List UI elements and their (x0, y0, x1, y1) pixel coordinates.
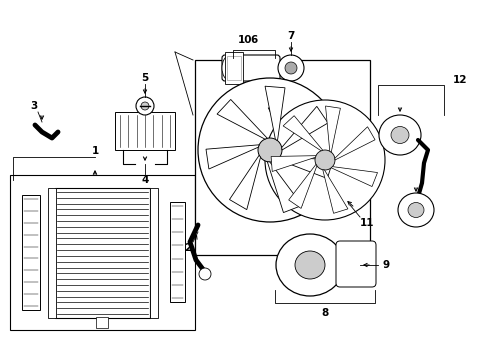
Bar (10, 175, 195, 330)
Bar (48, 188, 56, 318)
Bar (96, 317, 108, 328)
Circle shape (278, 55, 304, 81)
Ellipse shape (391, 126, 409, 144)
Circle shape (285, 62, 297, 74)
Ellipse shape (398, 193, 434, 227)
Polygon shape (289, 164, 317, 208)
Text: 11: 11 (360, 218, 374, 228)
Bar (225, 52, 243, 84)
Polygon shape (335, 127, 375, 160)
FancyBboxPatch shape (336, 241, 376, 287)
Ellipse shape (408, 202, 424, 217)
Ellipse shape (379, 115, 421, 155)
Circle shape (199, 268, 211, 280)
Circle shape (258, 138, 282, 162)
Bar (55, 188, 150, 318)
Polygon shape (268, 162, 302, 212)
Polygon shape (325, 106, 341, 152)
Polygon shape (277, 158, 333, 179)
Circle shape (265, 100, 385, 220)
Text: 5: 5 (142, 73, 148, 83)
Circle shape (198, 78, 342, 222)
Bar (22, 195, 40, 310)
Ellipse shape (276, 234, 344, 296)
Bar (115, 112, 175, 150)
Text: 10: 10 (238, 35, 252, 45)
Bar (195, 60, 370, 255)
Text: 3: 3 (30, 101, 38, 111)
Text: 4: 4 (141, 175, 148, 185)
Text: 6: 6 (250, 35, 258, 45)
Circle shape (315, 150, 335, 170)
Text: 8: 8 (321, 308, 329, 318)
Polygon shape (206, 145, 259, 169)
Ellipse shape (222, 56, 236, 80)
Text: 9: 9 (382, 260, 390, 270)
Bar (170, 202, 185, 302)
Circle shape (136, 97, 154, 115)
Bar (150, 188, 158, 318)
Text: 12: 12 (453, 75, 467, 85)
Polygon shape (265, 86, 285, 141)
Polygon shape (217, 99, 268, 139)
Polygon shape (283, 116, 323, 151)
Text: 2: 2 (184, 243, 192, 253)
Text: 7: 7 (287, 31, 294, 41)
Ellipse shape (295, 251, 325, 279)
FancyBboxPatch shape (222, 55, 280, 81)
Polygon shape (229, 155, 261, 210)
Polygon shape (282, 106, 328, 150)
Text: 1: 1 (91, 146, 98, 156)
Polygon shape (331, 167, 377, 186)
Polygon shape (271, 156, 316, 171)
Circle shape (141, 102, 149, 110)
Bar (227, 56, 241, 80)
Polygon shape (323, 170, 348, 213)
